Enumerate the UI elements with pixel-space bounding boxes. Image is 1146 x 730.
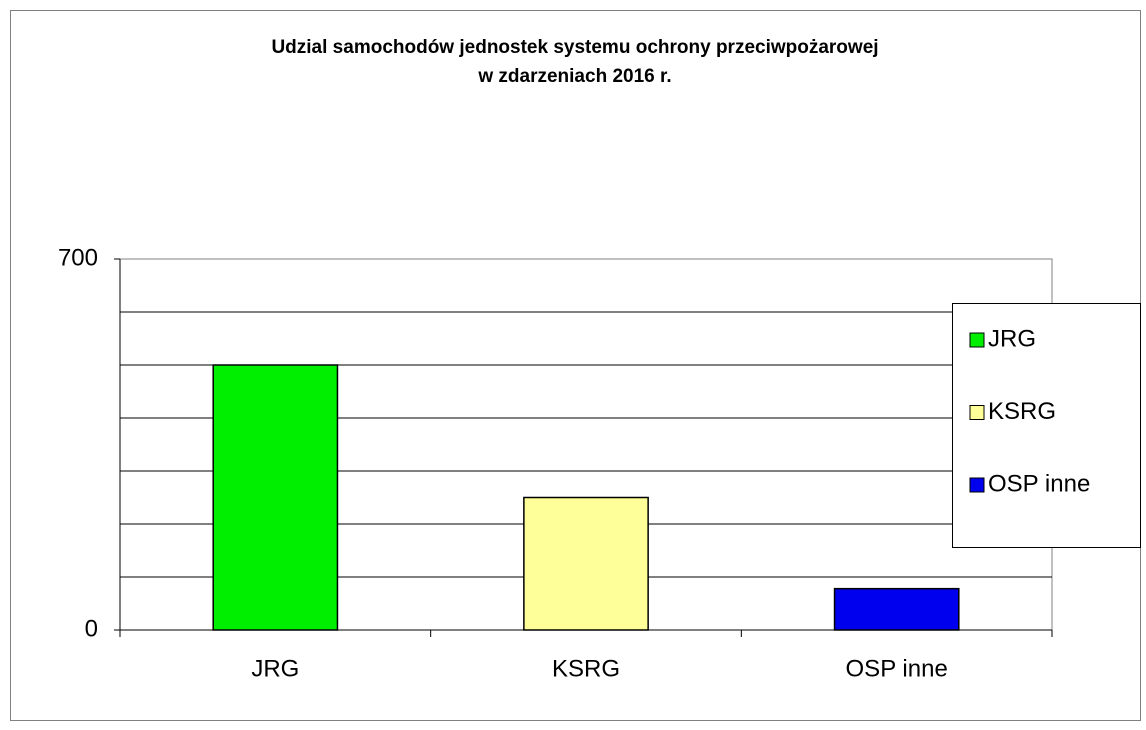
legend-label: JRG bbox=[988, 325, 1036, 352]
bar bbox=[212, 364, 339, 631]
bar bbox=[523, 496, 649, 631]
x-tick-label: OSP inne bbox=[846, 655, 948, 682]
legend-label: KSRG bbox=[988, 398, 1056, 425]
legend-swatch bbox=[969, 405, 985, 420]
y-tick-label: 700 bbox=[58, 244, 98, 271]
y-tick-label: 0 bbox=[85, 615, 98, 642]
x-tick-label: KSRG bbox=[552, 655, 620, 682]
x-tick-label: JRG bbox=[251, 655, 299, 682]
legend-swatch bbox=[969, 332, 985, 348]
legend-label: OSP inne bbox=[988, 470, 1090, 497]
legend-swatch bbox=[969, 477, 985, 493]
chart-subtitle: w zdarzeniach 2016 r. bbox=[477, 66, 671, 87]
chart-title: Udzial samochodów jednostek systemu ochr… bbox=[271, 37, 878, 58]
bar bbox=[833, 587, 960, 631]
